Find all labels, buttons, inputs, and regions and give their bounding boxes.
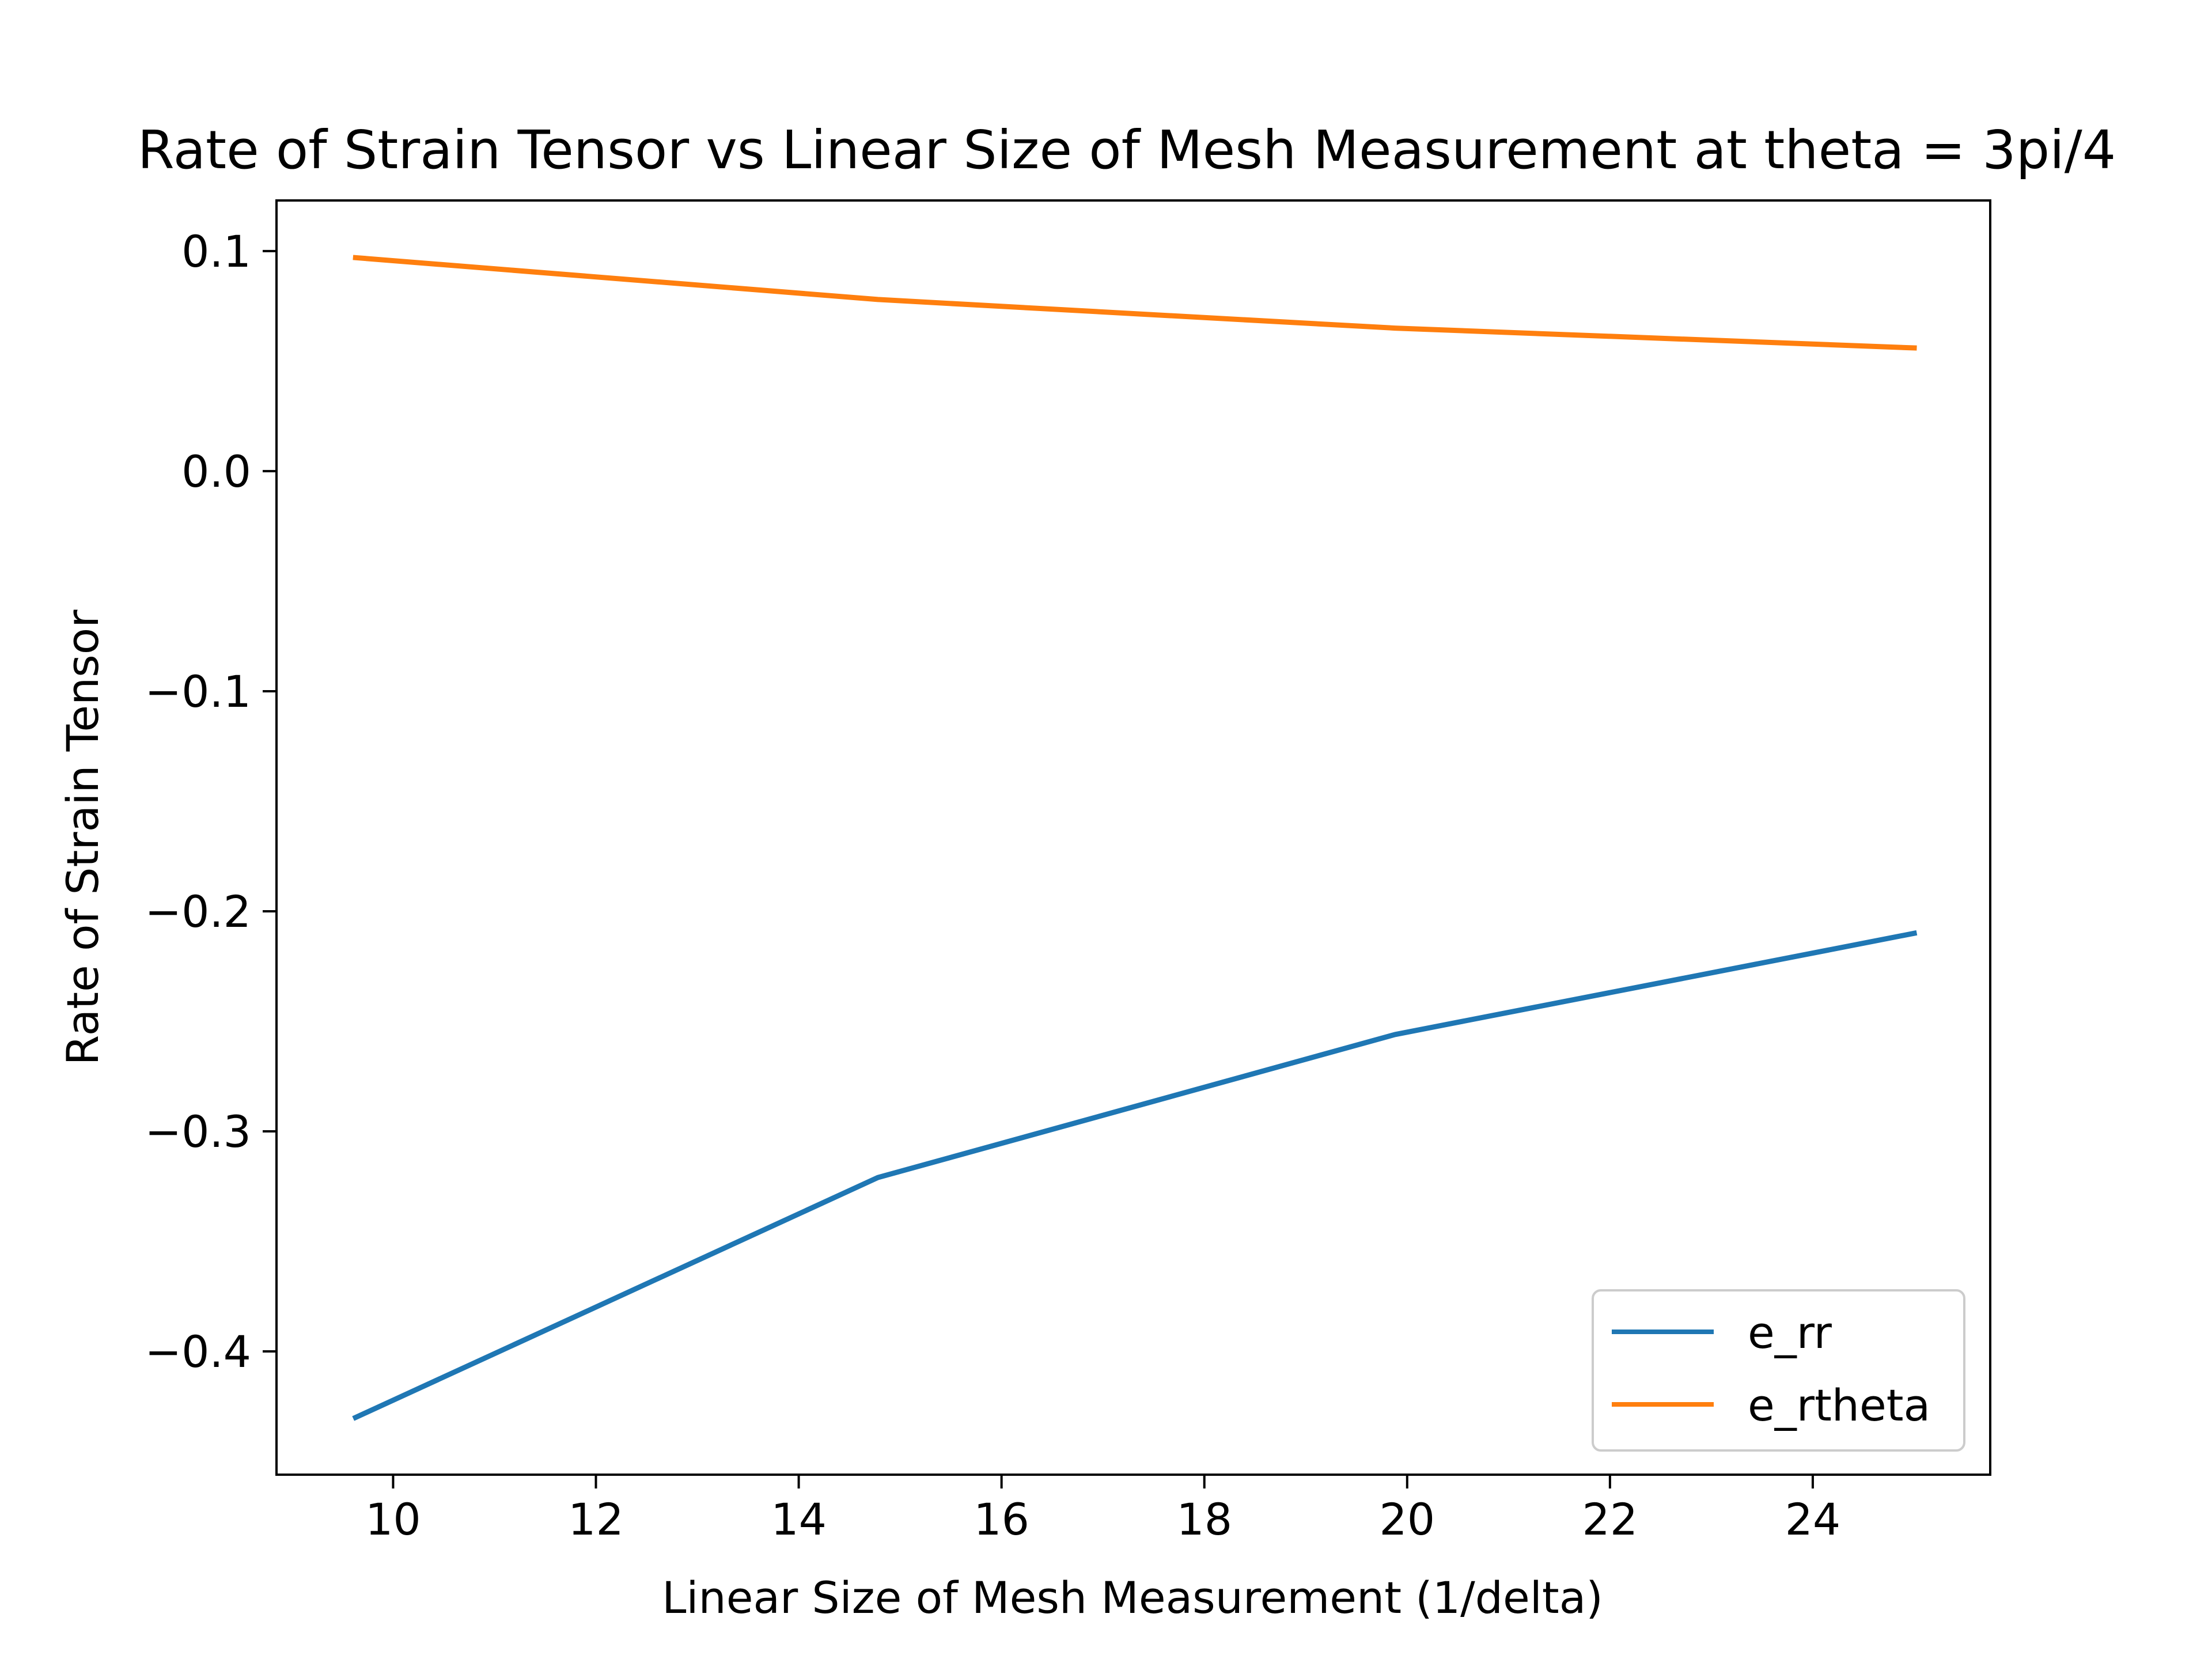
y-axis-label: Rate of Strain Tensor bbox=[57, 609, 108, 1066]
x-axis-label: Linear Size of Mesh Measurement (1/delta… bbox=[662, 1572, 1603, 1623]
y-tick-label: −0.3 bbox=[145, 1106, 251, 1157]
x-tick-label: 18 bbox=[1176, 1494, 1232, 1545]
series-line-e-rr bbox=[352, 930, 1918, 1421]
y-tick-label: 0.0 bbox=[181, 446, 251, 497]
x-tick-label: 16 bbox=[974, 1494, 1029, 1545]
y-tick-label: 0.1 bbox=[181, 226, 251, 277]
x-tick-label: 24 bbox=[1785, 1494, 1841, 1545]
y-tick-label: −0.4 bbox=[145, 1326, 251, 1377]
x-axis: 10 12 14 16 18 20 22 24 bbox=[365, 1475, 1840, 1545]
chart-title: Rate of Strain Tensor vs Linear Size of … bbox=[138, 119, 2116, 181]
x-tick-label: 12 bbox=[568, 1494, 624, 1545]
plot-frame bbox=[275, 199, 1991, 1476]
x-tick-label: 20 bbox=[1379, 1494, 1435, 1545]
legend-label-e-rtheta: e_rtheta bbox=[1748, 1380, 1930, 1431]
y-axis: 0.1 0.0 −0.1 −0.2 −0.3 −0.4 bbox=[145, 226, 276, 1377]
x-tick-label: 14 bbox=[771, 1494, 827, 1545]
x-tick-label: 10 bbox=[365, 1494, 421, 1545]
legend: e_rr e_rtheta bbox=[1592, 1289, 1965, 1452]
y-tick-label: −0.2 bbox=[145, 886, 251, 937]
series-layer bbox=[352, 255, 1918, 1421]
legend-label-e-rr: e_rr bbox=[1748, 1307, 1832, 1358]
y-tick-label: −0.1 bbox=[145, 666, 251, 717]
series-line-e-rtheta bbox=[353, 255, 1917, 351]
x-tick-label: 22 bbox=[1582, 1494, 1638, 1545]
